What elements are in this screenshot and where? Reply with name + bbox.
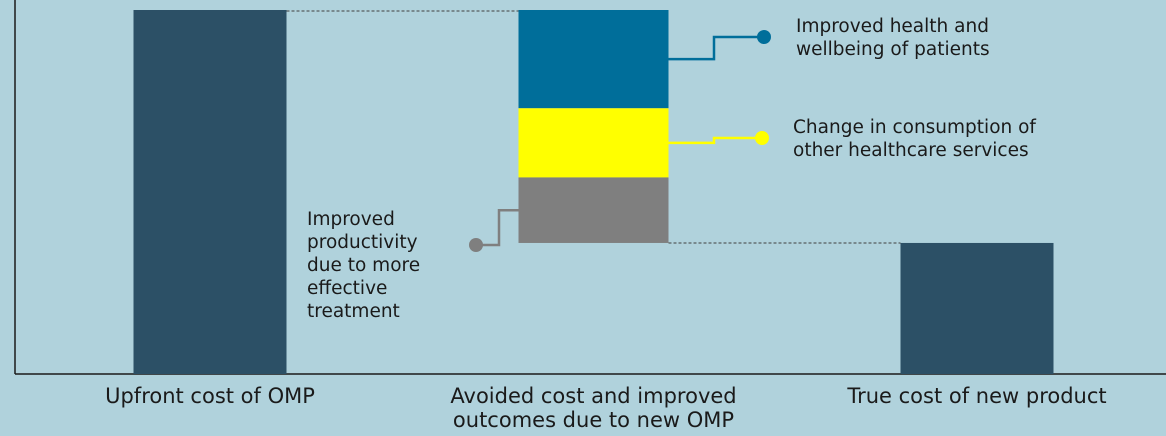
category-labels: Upfront cost of OMP Avoided cost and impr… xyxy=(105,384,1107,432)
tick-label-true: True cost of new product xyxy=(846,384,1106,408)
bars xyxy=(133,10,1054,374)
annotation-2-line-1: productivity xyxy=(307,232,418,253)
annotation-0: Improved health and wellbeing of patients xyxy=(796,16,990,60)
tick-label-avoided-line-1: outcomes due to new OMP xyxy=(453,408,734,432)
annotations: Improved health and wellbeing of patients… xyxy=(307,16,1036,322)
segment-1 xyxy=(518,108,669,178)
annotation-2-line-2: due to more xyxy=(307,255,420,276)
annotation-0-line-0: Improved health and xyxy=(796,16,989,37)
tick-label-true-line-0: True cost of new product xyxy=(846,384,1106,408)
annotation-1-line-1: other healthcare services xyxy=(793,140,1029,161)
annotation-2-line-3: effective xyxy=(307,278,387,299)
segment-2 xyxy=(518,177,669,243)
leader-dot-2 xyxy=(469,238,483,252)
leader-dot-0 xyxy=(757,30,771,44)
tick-label-upfront-line-0: Upfront cost of OMP xyxy=(105,384,315,408)
tick-label-upfront: Upfront cost of OMP xyxy=(105,384,315,408)
annotation-1: Change in consumption of other healthcare… xyxy=(793,117,1036,161)
bar-true xyxy=(900,242,1054,374)
annotation-0-line-1: wellbeing of patients xyxy=(796,39,990,60)
leader-line-2 xyxy=(476,208,519,247)
segment-0 xyxy=(518,10,669,109)
annotation-leaders xyxy=(469,30,771,252)
tick-label-avoided: Avoided cost and improved outcomes due to… xyxy=(450,384,736,432)
leader-line-0 xyxy=(668,35,764,61)
annotation-2-line-0: Improved xyxy=(307,209,395,230)
connector-lines xyxy=(286,10,901,244)
tick-label-avoided-line-0: Avoided cost and improved xyxy=(450,384,736,408)
annotation-2: Improved productivity due to more effective… xyxy=(307,209,420,322)
leader-dot-1 xyxy=(755,131,769,145)
bar-upfront xyxy=(133,10,287,374)
leader-line-1 xyxy=(668,136,762,145)
annotation-1-line-0: Change in consumption of xyxy=(793,117,1036,138)
annotation-2-line-4: treatment xyxy=(307,301,400,322)
